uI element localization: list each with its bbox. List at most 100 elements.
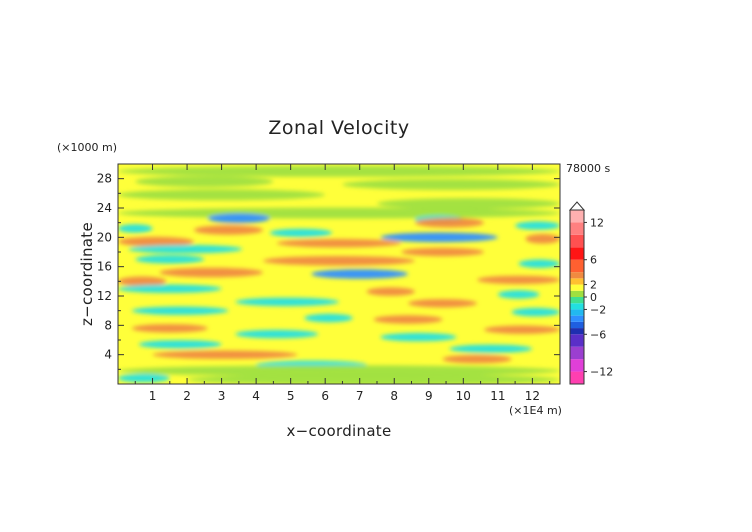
x-tick-label: 4 <box>252 389 260 403</box>
velocity-band <box>118 365 560 377</box>
velocity-band <box>235 329 319 339</box>
x-tick-label: 11 <box>490 389 505 403</box>
velocity-band <box>263 255 415 266</box>
velocity-band <box>484 325 560 334</box>
colorbar-segment <box>570 328 584 335</box>
y-axis-label: z−coordinate <box>78 222 96 326</box>
velocity-band <box>235 297 339 307</box>
y-tick-label: 24 <box>97 201 112 215</box>
y-tick-label: 8 <box>104 318 112 332</box>
velocity-band <box>401 247 484 257</box>
plot-area <box>118 164 560 384</box>
plot-frame <box>117 163 561 385</box>
velocity-band <box>118 284 222 293</box>
velocity-band <box>269 228 333 238</box>
x-tick-label: 9 <box>425 389 433 403</box>
colorbar-segment <box>570 247 584 260</box>
colorbar-label: 2 <box>590 279 597 292</box>
colorbar-label: −6 <box>590 328 606 341</box>
velocity-band <box>159 267 263 278</box>
velocity-band <box>511 307 560 317</box>
colorbar-segment <box>570 259 584 273</box>
velocity-band <box>449 344 533 353</box>
colorbar-extend-arrow <box>568 201 586 211</box>
velocity-band <box>118 236 194 247</box>
colorbar-segment <box>570 284 584 291</box>
colorbar-segment <box>570 309 584 316</box>
colorbar-label: −2 <box>590 303 606 316</box>
colorbar-segment <box>570 359 584 372</box>
x-tick-label: 5 <box>287 389 295 403</box>
velocity-band <box>118 165 560 177</box>
velocity-band <box>477 275 560 285</box>
velocity-band <box>135 255 205 264</box>
x-tick-label: 2 <box>183 389 191 403</box>
velocity-band <box>131 324 208 333</box>
velocity-field <box>118 165 560 384</box>
y-tick-label: 16 <box>97 260 112 274</box>
x-axis-label: x−coordinate <box>286 422 391 440</box>
velocity-band <box>118 373 170 383</box>
velocity-band <box>415 217 484 228</box>
x-axis-ticks: 1 2 3 4 5 6 7 8 9 10 11 12 <box>134 164 551 403</box>
x-tick-label: 1 <box>149 389 157 403</box>
velocity-band <box>380 232 498 243</box>
velocity-band <box>135 176 274 188</box>
colorbar-segment <box>570 234 584 248</box>
colorbar-segment <box>570 297 584 304</box>
velocity-band <box>152 350 298 359</box>
velocity-band <box>207 213 270 224</box>
x-tick-label: 8 <box>390 389 398 403</box>
y-tick-label: 4 <box>104 348 112 362</box>
y-tick-label: 28 <box>97 172 112 186</box>
velocity-band <box>525 234 560 244</box>
velocity-band <box>380 332 457 342</box>
velocity-band <box>366 287 415 296</box>
velocity-band <box>304 313 353 323</box>
velocity-band <box>187 374 560 384</box>
velocity-band <box>128 244 243 254</box>
colorbar-segment <box>570 272 584 279</box>
x-tick-label: 12 <box>525 389 540 403</box>
colorbar-segment <box>570 334 584 347</box>
colorbar-segment <box>570 210 584 223</box>
colorbar-label: 6 <box>590 254 597 267</box>
time-label: 78000 s <box>566 162 610 175</box>
velocity-band <box>311 269 409 279</box>
y-tick-label: 20 <box>97 230 112 244</box>
colorbar: 12 6 20−2 −6 −12 <box>568 201 613 385</box>
colorbar-label: −12 <box>590 366 613 379</box>
velocity-band <box>373 315 443 324</box>
velocity-band <box>497 290 540 299</box>
velocity-band <box>131 306 229 315</box>
velocity-band <box>342 179 560 190</box>
velocity-band <box>118 189 326 201</box>
colorbar-segment <box>570 222 584 235</box>
x-unit-label: (×1E4 m) <box>509 404 562 417</box>
colorbar-label: 12 <box>590 216 604 229</box>
velocity-band <box>118 207 560 219</box>
velocity-band <box>194 225 263 235</box>
y-tick-label: 12 <box>97 289 112 303</box>
colorbar-segment <box>570 303 584 310</box>
velocity-band <box>515 221 560 230</box>
x-tick-label: 10 <box>456 389 471 403</box>
velocity-band <box>138 340 222 349</box>
x-tick-label: 3 <box>218 389 226 403</box>
colorbar-segment <box>570 315 584 322</box>
chart-title: Zonal Velocity <box>268 117 409 139</box>
velocity-band <box>118 276 167 287</box>
colorbar-label: 0 <box>590 291 597 304</box>
velocity-band <box>377 198 560 210</box>
x-tick-label: 7 <box>356 389 364 403</box>
colorbar-segment <box>570 371 584 384</box>
velocity-band <box>518 259 560 268</box>
velocity-band <box>276 239 402 248</box>
colorbar-segment <box>570 278 584 285</box>
y-axis-ticks: 4 8 12 16 20 24 28 <box>97 172 560 370</box>
colorbar-segment <box>570 290 584 297</box>
y-unit-label: (×1000 m) <box>57 141 117 154</box>
velocity-band <box>118 224 153 233</box>
velocity-band <box>408 299 478 308</box>
